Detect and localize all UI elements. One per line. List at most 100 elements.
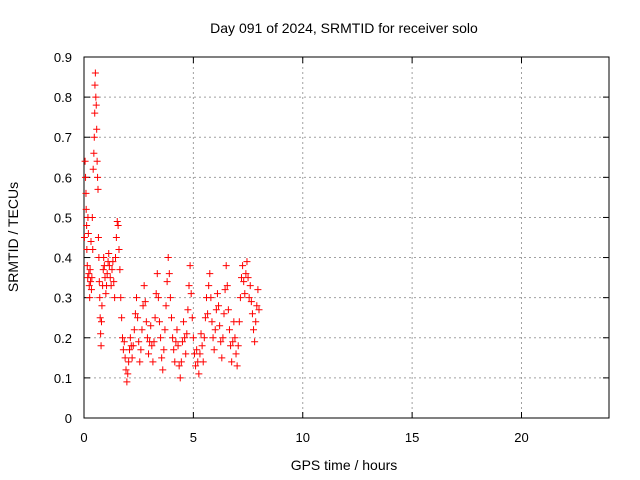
data-point [93,157,101,165]
data-point [141,298,149,306]
data-point [222,262,230,270]
data-point [170,346,178,354]
data-point [232,350,240,358]
data-point [187,290,195,298]
data-point [128,354,136,362]
data-point [160,346,168,354]
data-point [241,290,249,298]
data-point [117,294,125,302]
data-point [204,310,212,318]
data-point [197,330,205,338]
data-point [86,294,94,302]
data-point [169,334,177,342]
data-point [234,342,242,350]
y-axis-label: SRMTID / TECUs [5,182,21,292]
data-point [218,354,226,362]
data-point [88,213,96,221]
data-point [253,302,261,310]
data-point [105,262,113,270]
data-point [108,266,116,274]
y-axis: 0 0.1 0.2 0.3 0.4 0.5 0.6 0.7 0.8 0.9 [54,50,609,426]
data-point [242,270,250,278]
data-point [85,270,93,278]
data-point [250,326,258,334]
data-point [152,290,160,298]
data-point [184,306,192,314]
data-point [153,270,161,278]
data-point [174,342,182,350]
data-point [110,278,118,286]
data-point [206,270,214,278]
data-point [154,294,162,302]
data-point [102,290,110,298]
data-point [198,342,206,350]
data-point [83,221,91,229]
data-point [244,274,252,282]
data-point [178,338,186,346]
x-tick-label: 20 [514,430,528,445]
data-point [176,374,184,382]
data-point [215,302,223,310]
x-axis: 0 5 10 15 20 [80,57,529,445]
data-point [92,93,100,101]
data-point [227,342,235,350]
y-tick-label: 0.4 [54,251,72,266]
data-point [223,282,231,290]
data-point [168,314,175,322]
plot-frame [83,56,610,419]
data-point [105,250,113,258]
data-point [115,246,123,254]
data-point [107,282,115,290]
data-point [201,314,209,322]
data-point [111,294,119,302]
data-point [246,282,254,290]
data-point [124,370,132,378]
data-point [112,254,119,262]
data-point [175,362,183,370]
x-tick-label: 0 [80,430,87,445]
data-point [211,326,219,334]
data-point [192,362,200,370]
data-point [180,318,188,326]
data-point [86,266,94,274]
data-point [88,274,96,282]
x-tick-label: 10 [296,430,310,445]
data-point [113,217,121,225]
data-point [91,69,99,77]
data-point [164,254,172,262]
data-point [92,101,100,109]
data-point [126,346,133,354]
data-point [216,322,224,330]
data-point [186,262,194,270]
data-point [94,234,102,241]
data-point [196,350,204,358]
y-tick-label: 0.8 [54,90,72,105]
data-point [98,318,105,326]
data-point [252,318,260,326]
data-point [96,314,104,322]
data-point [181,334,189,342]
data-point [114,221,122,229]
data-point [185,282,193,290]
data-point [94,185,102,193]
data-point [89,165,97,173]
data-point [82,189,90,197]
x-tick-label: 5 [190,430,197,445]
data-point [151,314,159,322]
data-point [137,346,145,354]
data-point [112,234,120,241]
data-point [208,318,216,326]
data-point [224,306,232,314]
data-point [89,246,97,254]
data-point [171,358,179,366]
data-point [96,294,104,302]
data-point [248,310,256,318]
y-tick-label: 0.9 [54,50,72,65]
y-tick-label: 0.7 [54,130,72,145]
data-point [149,358,157,366]
data-point [193,346,201,354]
data-point [83,262,91,270]
data-point [254,286,262,294]
data-point [205,282,213,290]
data-point [100,254,108,262]
